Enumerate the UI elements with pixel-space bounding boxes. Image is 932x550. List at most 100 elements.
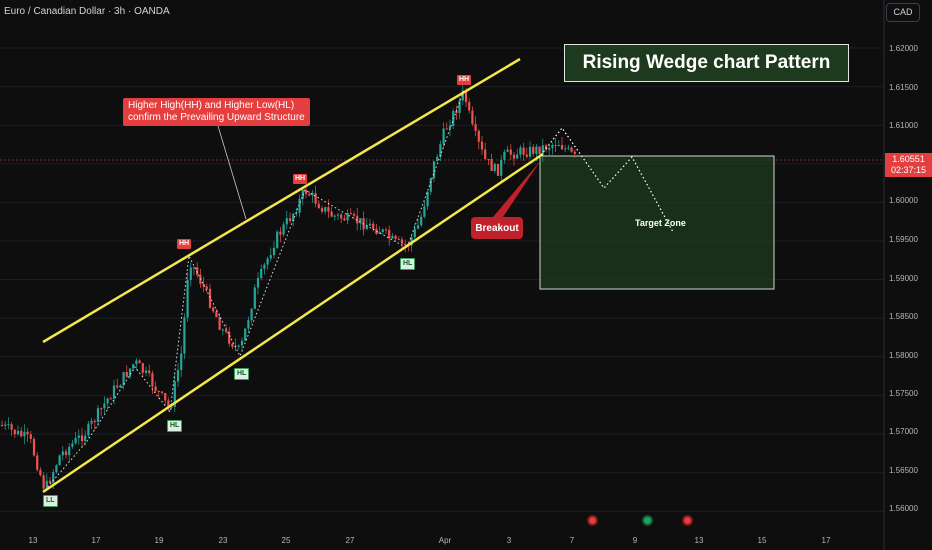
candle-body bbox=[148, 370, 151, 374]
candle-body bbox=[541, 145, 544, 154]
candle-body bbox=[61, 451, 64, 456]
candle-body bbox=[23, 431, 26, 437]
candle-body bbox=[468, 102, 471, 111]
candle-body bbox=[224, 329, 228, 332]
candle-body bbox=[263, 264, 266, 269]
candle-body bbox=[500, 159, 503, 176]
candle-body bbox=[551, 144, 554, 148]
green-event-icon[interactable] bbox=[642, 515, 653, 526]
price-label: 1.57500 bbox=[889, 389, 918, 398]
candle-body bbox=[55, 465, 58, 473]
candle-body bbox=[426, 191, 429, 207]
candle-body bbox=[496, 164, 500, 176]
candle-body bbox=[330, 211, 333, 217]
date-label: Apr bbox=[438, 536, 452, 545]
candle-body bbox=[135, 360, 138, 365]
date-label: 15 bbox=[757, 536, 767, 545]
candle-body bbox=[109, 398, 112, 400]
candle-body bbox=[192, 267, 196, 269]
candle-body bbox=[336, 214, 340, 216]
candle-body bbox=[416, 225, 420, 229]
price-label: 1.56500 bbox=[889, 466, 918, 475]
price-label: 1.60000 bbox=[889, 196, 918, 205]
callout-pointer bbox=[217, 125, 247, 220]
red-event-icon[interactable] bbox=[682, 515, 693, 526]
candle-body bbox=[346, 213, 349, 221]
price-label: 1.59500 bbox=[889, 235, 918, 244]
date-label: 7 bbox=[569, 536, 575, 545]
candle-body bbox=[122, 372, 125, 386]
candle-body bbox=[308, 193, 311, 196]
candle-body bbox=[343, 218, 346, 221]
candle-body bbox=[250, 308, 253, 321]
candle-body bbox=[87, 423, 90, 436]
price-label: 1.59000 bbox=[889, 274, 918, 283]
candle-body bbox=[340, 214, 343, 219]
candle-body bbox=[516, 154, 519, 159]
candle-body bbox=[36, 455, 39, 470]
candle-body bbox=[68, 446, 71, 456]
candle-body bbox=[378, 232, 381, 234]
candle-body bbox=[228, 331, 231, 344]
candle-body bbox=[269, 255, 272, 259]
candle-body bbox=[384, 229, 388, 231]
candle-body bbox=[164, 392, 167, 401]
candle-body bbox=[420, 216, 423, 226]
swing-label-hh-2: HH bbox=[293, 174, 308, 184]
candle-body bbox=[413, 228, 416, 238]
candle-body bbox=[311, 193, 314, 196]
candle-body bbox=[138, 360, 141, 364]
candle-body bbox=[528, 146, 532, 157]
candle-body bbox=[71, 443, 74, 447]
candle-body bbox=[400, 239, 404, 244]
candle-body bbox=[464, 90, 468, 103]
red-event-icon[interactable] bbox=[587, 515, 598, 526]
candle-body bbox=[10, 424, 13, 430]
candle-body bbox=[554, 144, 557, 146]
date-label: 23 bbox=[218, 536, 228, 545]
date-label: 17 bbox=[91, 536, 101, 545]
candle-body bbox=[538, 146, 541, 154]
candle-body bbox=[365, 225, 368, 230]
candle-body bbox=[141, 363, 144, 373]
candle-body bbox=[90, 420, 93, 424]
candle-body bbox=[490, 159, 493, 172]
candle-body bbox=[423, 206, 426, 217]
candle-body bbox=[119, 385, 122, 388]
candle-body bbox=[448, 125, 452, 129]
candle-body bbox=[525, 154, 528, 157]
candle-body bbox=[215, 311, 218, 318]
price-label: 1.61000 bbox=[889, 121, 918, 130]
currency-button[interactable]: CAD bbox=[886, 3, 920, 22]
bar-countdown: 02:37:15 bbox=[890, 165, 927, 175]
candle-body bbox=[64, 451, 68, 456]
wedge-upper-line bbox=[42, 57, 521, 344]
date-label: 25 bbox=[281, 536, 291, 545]
candle-body bbox=[298, 198, 301, 213]
breakout-label: Breakout bbox=[471, 217, 523, 239]
candle-body bbox=[176, 369, 180, 382]
date-label: 17 bbox=[821, 536, 831, 545]
callout-line-1: Higher High(HH) and Higher Low(HL) bbox=[128, 100, 295, 111]
date-label: 13 bbox=[694, 536, 704, 545]
candle-body bbox=[372, 223, 375, 229]
candle-body bbox=[567, 147, 570, 149]
price-label: 1.57000 bbox=[889, 427, 918, 436]
candle-body bbox=[212, 307, 215, 312]
candle-body bbox=[74, 437, 77, 444]
candle-body bbox=[32, 438, 36, 456]
candle-body bbox=[557, 144, 560, 146]
candle-body bbox=[208, 288, 212, 308]
candle-body bbox=[477, 130, 480, 142]
candle-body bbox=[349, 213, 352, 215]
candle-body bbox=[455, 110, 458, 113]
date-label: 13 bbox=[28, 536, 38, 545]
candle-body bbox=[247, 320, 250, 329]
candle-body bbox=[442, 128, 445, 145]
swing-label-hl-1: HL bbox=[167, 420, 183, 432]
candle-body bbox=[471, 110, 474, 125]
candle-body bbox=[93, 420, 96, 423]
candle-body bbox=[548, 147, 551, 150]
candle-body bbox=[100, 408, 103, 410]
